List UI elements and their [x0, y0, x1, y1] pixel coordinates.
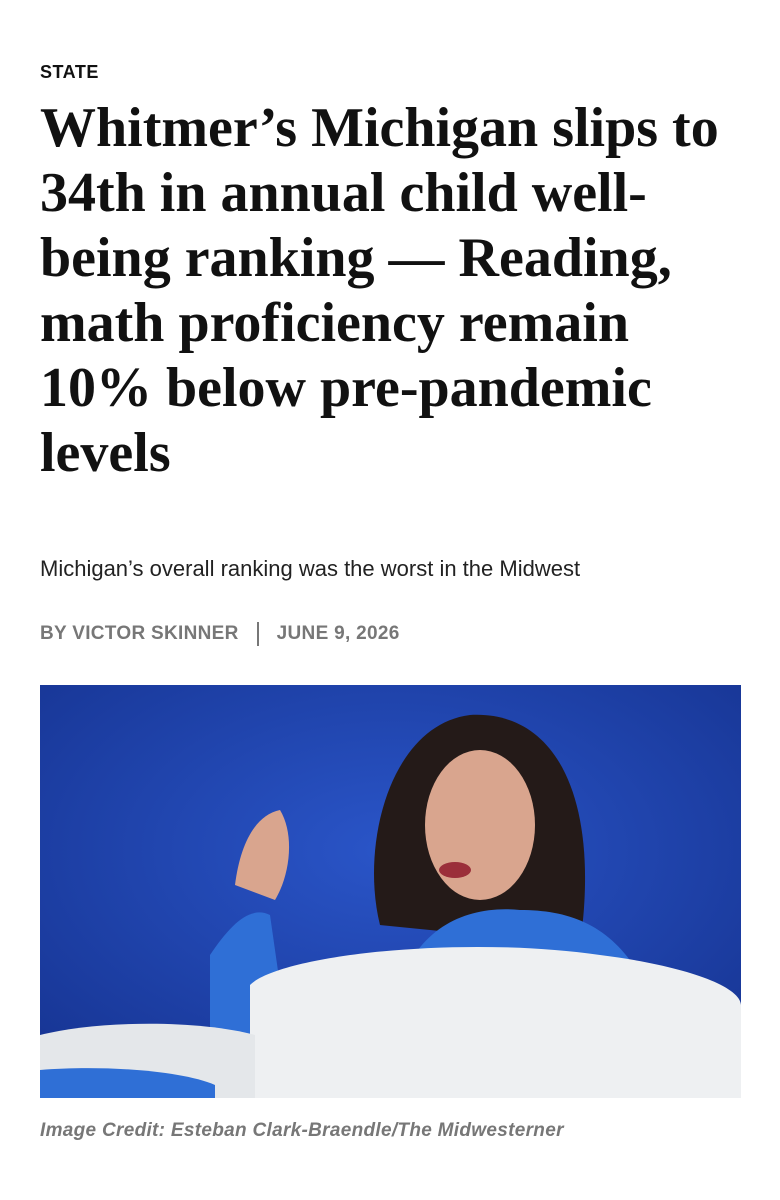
section-label[interactable]: STATE — [40, 62, 99, 82]
article-photo — [40, 685, 741, 1098]
hand — [235, 810, 290, 900]
author[interactable]: BY VICTOR SKINNER — [40, 623, 239, 644]
divider — [256, 622, 259, 646]
face — [425, 750, 535, 900]
mouth — [439, 862, 471, 878]
date: JUNE 9, 2026 — [276, 623, 400, 644]
chair — [250, 946, 741, 1098]
subheadline: Michigan’s overall ranking was the worst… — [40, 556, 581, 581]
headline: Whitmer’s Michigan slips to 34th in annu… — [40, 97, 719, 484]
arm — [210, 912, 280, 1065]
byline: BY VICTOR SKINNER JUNE 9, 2026 — [40, 622, 400, 646]
image-credit: Image Credit: Esteban Clark-Braendle/The… — [40, 1120, 564, 1141]
sleeve — [40, 1068, 215, 1098]
